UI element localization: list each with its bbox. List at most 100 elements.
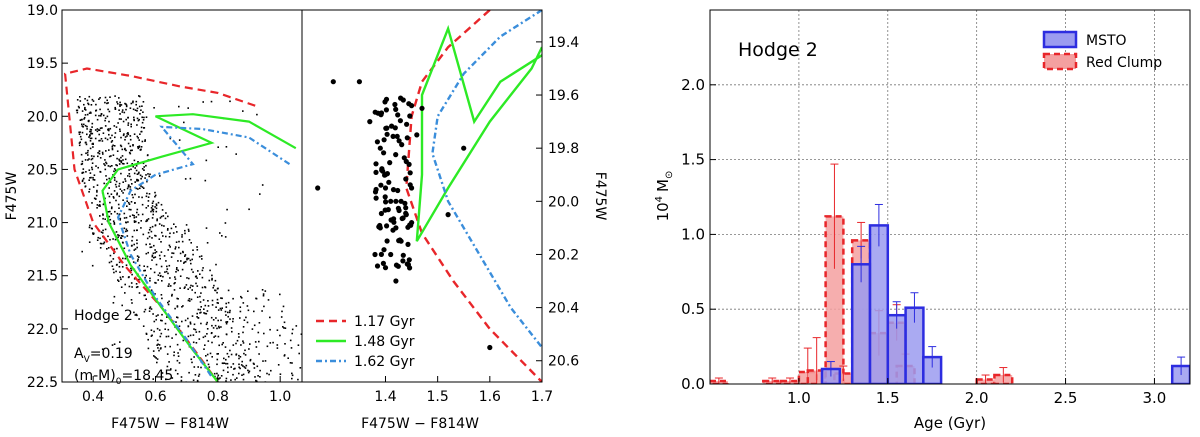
cmd-full-star-point <box>206 242 209 244</box>
cmd-full-star-point <box>102 114 105 117</box>
cmd-full-star-point <box>242 365 244 367</box>
cmd-full-star-point <box>155 282 157 284</box>
cmd-full-star-point <box>187 325 190 327</box>
cmd-full-star-point <box>94 137 97 140</box>
cmd-full-star-point <box>127 122 130 124</box>
cmd-full-star-point <box>104 119 106 122</box>
cmd-full-star-point <box>136 178 138 181</box>
cmd-full-star-point <box>255 346 258 348</box>
cmd-full-star-point <box>221 297 223 300</box>
cmd-full-star-point <box>190 242 192 244</box>
cmd-full-star-point <box>121 162 124 165</box>
cmd-full-xtick-label: 0.8 <box>207 389 229 405</box>
cmd-full-star-point <box>86 125 88 128</box>
cmd-full-star-point <box>239 317 241 319</box>
cmd-full-star-point <box>192 379 195 381</box>
cmd-full-star-point <box>122 134 125 137</box>
cmd-full-star-point <box>175 333 177 336</box>
cmd-full-star-point <box>94 114 97 117</box>
cmd-full-star-point <box>180 260 182 262</box>
cmd-full-star-point <box>147 173 149 175</box>
cmd-full-star-point <box>126 235 129 237</box>
cmd-full-star-point <box>133 159 136 162</box>
cmd-full-star-point <box>124 292 126 294</box>
cmd-full-star-point <box>81 131 84 134</box>
cmd-full-star-point <box>198 338 201 340</box>
cmd-full-star-point <box>137 172 140 175</box>
cmd-full-star-point <box>242 342 245 344</box>
cmd-zoom-star-point <box>400 252 406 258</box>
cmd-full-star-point <box>96 118 99 121</box>
cmd-full-star-point <box>120 160 123 162</box>
cmd-full-star-point <box>124 138 126 141</box>
cmd-zoom-ytick-label: 19.6 <box>548 88 579 104</box>
cmd-zoom-ytick-label: 20.0 <box>548 194 579 210</box>
cmd-full-star-point <box>123 217 126 219</box>
cmd-full-star-point <box>111 165 113 167</box>
cmd-full-star-point <box>184 319 187 322</box>
cmd-full-star-point <box>144 294 146 297</box>
cmd-full-star-point <box>136 246 138 249</box>
cmd-zoom-star-point <box>378 210 384 217</box>
cmd-full-star-point <box>291 377 293 380</box>
cmd-full-star-point <box>133 214 135 217</box>
cmd-full-star-point <box>216 327 218 330</box>
cmd-full-star-point <box>76 109 79 112</box>
cmd-full-star-point <box>194 275 197 278</box>
cmd-full-star-point <box>142 187 145 189</box>
cmd-full-star-point <box>232 344 235 346</box>
cmd-full-isochrone-line <box>63 67 256 382</box>
cmd-full-star-point <box>139 113 141 115</box>
cmd-full-star-point <box>234 367 236 370</box>
cmd-full-star-point <box>130 123 132 126</box>
cmd-full-star-point <box>201 286 204 289</box>
cmd-full-star-point <box>87 159 89 161</box>
cmd-zoom-star-point <box>384 238 390 244</box>
cmd-full-star-point <box>225 146 228 148</box>
cmd-full-star-point <box>101 348 104 350</box>
cmd-full-star-point <box>151 254 154 257</box>
cmd-full-star-point <box>196 316 198 318</box>
cmd-full-star-point <box>98 150 101 152</box>
cmd-full-star-point <box>112 196 115 198</box>
cmd-full-star-point <box>136 211 138 214</box>
cmd-full-star-point <box>228 311 231 314</box>
cmd-full-star-point <box>200 255 203 257</box>
cmd-full-star-point <box>96 191 98 193</box>
cmd-full-star-point <box>81 123 83 126</box>
cmd-full-star-point <box>120 145 123 148</box>
cmd-full-star-point <box>109 137 112 139</box>
cmd-full-star-point <box>99 215 101 217</box>
cmd-full-star-point <box>146 219 149 222</box>
cmd-full-star-point <box>258 353 260 355</box>
cmd-full-star-point <box>141 196 143 199</box>
cmd-full-star-point <box>136 135 139 138</box>
cmd-full-star-point <box>125 103 127 105</box>
cmd-full-star-point <box>253 324 256 327</box>
cmd-full-star-point <box>193 356 195 358</box>
cmd-full-star-point <box>259 376 261 378</box>
cmd-full-star-point <box>96 128 99 130</box>
cmd-full-star-point <box>128 203 131 205</box>
cmd-full-star-point <box>186 257 188 260</box>
cmd-full-star-point <box>174 248 177 250</box>
cmd-zoom-star-point <box>388 251 394 258</box>
cmd-full-star-point <box>227 311 229 314</box>
cmd-full-star-point <box>242 326 245 328</box>
cmd-full-star-point <box>85 152 87 155</box>
cmd-full-star-point <box>88 191 90 193</box>
cmd-full-star-point <box>173 354 175 357</box>
cmd-full-star-point <box>291 362 293 364</box>
cmd-full-star-point <box>144 140 146 142</box>
cmd-full-star-point <box>164 217 167 220</box>
cmd-full-star-point <box>118 159 121 162</box>
cmd-full-star-point <box>152 208 155 211</box>
cmd-full-star-point <box>128 151 131 154</box>
cmd-full-star-point <box>127 116 129 119</box>
cmd-full-star-point <box>129 107 132 109</box>
cmd-full-xlabel: F475W − F814W <box>111 416 229 432</box>
cmd-full-star-point <box>223 362 226 364</box>
cmd-full-star-point <box>110 141 113 143</box>
cmd-full-star-point <box>123 212 126 215</box>
cmd-full-star-point <box>138 139 140 141</box>
